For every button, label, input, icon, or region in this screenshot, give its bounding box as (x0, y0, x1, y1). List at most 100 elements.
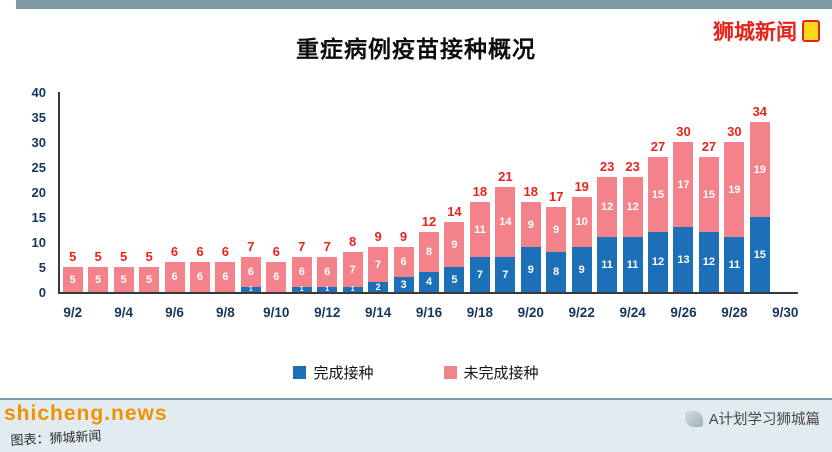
x-tick-label: 9/18 (466, 305, 494, 320)
bar-segment-completed: 13 (673, 227, 694, 292)
chart-credit: 图表：狮城新闻 (10, 428, 102, 448)
bar-segment-completed: 9 (571, 247, 592, 292)
bar-segment-not-completed: 5 (62, 267, 83, 292)
bar-segment-completed: 15 (749, 217, 770, 292)
bar-segment-not-completed: 5 (113, 267, 134, 292)
legend-label-not-completed: 未完成接种 (463, 365, 539, 382)
x-tick-label: 9/22 (568, 305, 595, 320)
bar-total-label: 6 (272, 244, 280, 259)
bar-segment-not-completed: 6 (189, 262, 210, 292)
bar-segment-not-completed: 5 (139, 267, 160, 292)
bar-segment-not-completed: 11 (469, 202, 490, 257)
y-tick-label: 40 (31, 85, 46, 100)
bar-total-label: 7 (247, 239, 255, 254)
x-tick-label: 9/26 (670, 305, 697, 320)
bar-segment-completed: 11 (724, 237, 745, 292)
bar-segment-not-completed: 5 (88, 267, 109, 292)
bar-total-label: 7 (323, 239, 331, 254)
bar-segment-not-completed: 15 (648, 157, 669, 232)
y-tick-label: 15 (31, 210, 46, 225)
bar-total-label: 27 (650, 139, 666, 154)
bar-segment-not-completed: 12 (597, 177, 618, 237)
bar-segment-completed: 1 (342, 286, 363, 293)
bar-segment-not-completed: 17 (673, 142, 694, 227)
x-tick-label: 9/24 (619, 305, 646, 320)
legend-item-completed: 完成接种 (293, 362, 374, 383)
bar-total-label: 5 (69, 249, 77, 264)
legend-label-completed: 完成接种 (313, 365, 374, 382)
bar-total-label: 8 (349, 234, 357, 249)
bar-segment-completed: 1 (291, 286, 312, 293)
bar-segment-not-completed: 6 (291, 257, 312, 287)
y-tick-label: 20 (31, 185, 46, 200)
bar-total-label: 18 (523, 184, 539, 199)
bar-total-label: 9 (399, 229, 408, 244)
x-tick-label: 9/20 (517, 305, 544, 320)
bar-9/23: 12 11 23 (597, 92, 618, 292)
bar-9/21: 9 8 17 (546, 92, 567, 292)
bar-total-label: 5 (94, 249, 102, 264)
bar-total-label: 34 (752, 104, 768, 119)
bar-total-label: 30 (676, 124, 691, 139)
bar-total-label: 21 (498, 169, 513, 184)
bar-segment-completed: 12 (648, 232, 669, 292)
bar-9/17: 9 5 14 (444, 92, 465, 292)
bar-segment-completed: 1 (240, 286, 261, 293)
brand-text: 狮城新闻 (713, 21, 797, 44)
legend-item-not-completed: 未完成接种 (443, 362, 539, 383)
channel-text: A计划学习狮城篇 (708, 412, 820, 428)
bar-total-label: 12 (421, 214, 437, 229)
bar-segment-not-completed: 14 (495, 187, 516, 257)
x-tick-label: 9/8 (216, 305, 235, 320)
x-tick-label: 9/30 (772, 305, 799, 320)
site-watermark: shicheng.news (4, 402, 168, 425)
bar-total-label: 6 (196, 244, 204, 259)
bar-9/28: 19 11 30 (724, 92, 745, 292)
bar-9/22: 10 9 19 (571, 92, 592, 292)
bar-9/19: 14 7 21 (495, 92, 516, 292)
bar-segment-not-completed: 7 (368, 247, 389, 282)
x-tick-label: 9/10 (263, 305, 290, 320)
bar-9/29: 19 15 34 (749, 92, 770, 292)
bar-total-label: 23 (599, 159, 615, 174)
y-tick-label: 35 (31, 110, 46, 125)
y-tick-label: 30 (31, 135, 46, 150)
bar-segment-not-completed: 6 (164, 262, 185, 292)
bar-total-label: 27 (701, 139, 717, 154)
legend-swatch-completed (293, 366, 307, 379)
x-tick-label: 9/28 (721, 305, 748, 320)
bar-total-label: 5 (119, 249, 128, 264)
legend-swatch-not-completed (443, 366, 457, 379)
bar-segment-not-completed: 12 (622, 177, 643, 237)
bar-9/26: 17 13 30 (673, 92, 694, 292)
plot-area: 5 5 5 5 5 5 5 5 6 6 6 6 6 6 6 1 7 6 6 6 1 7 6 1 7 7 1 8 7 2 9 6 3 9 8 4 12 9 5… (58, 92, 798, 320)
y-axis: 0 5 10 15 20 25 30 35 40 (12, 85, 52, 300)
x-tick-label: 9/16 (415, 305, 443, 320)
bar-segment-not-completed: 6 (215, 262, 236, 292)
bar-segment-completed: 7 (469, 257, 490, 292)
bar-total-label: 30 (727, 124, 742, 139)
bar-segment-not-completed: 6 (393, 247, 414, 277)
hand-phone-icon (684, 410, 703, 427)
y-tick-label: 5 (38, 260, 46, 275)
bar-segment-completed: 11 (622, 237, 643, 292)
chart-title: 重症病例疫苗接种概况 (296, 36, 536, 62)
bar-segment-completed: 4 (419, 272, 439, 292)
bar-segment-completed: 7 (495, 257, 516, 292)
bar-segment-not-completed: 6 (317, 257, 338, 287)
bar-segment-not-completed: 9 (444, 222, 465, 267)
bar-total-label: 6 (221, 244, 230, 259)
bar-9/24: 12 11 23 (622, 92, 643, 292)
bar-total-label: 14 (447, 204, 462, 219)
bar-9/27: 15 12 27 (698, 92, 719, 292)
bar-9/16: 8 4 12 (419, 92, 439, 292)
bar-segment-completed: 11 (597, 237, 618, 292)
y-tick-label: 25 (31, 160, 46, 175)
